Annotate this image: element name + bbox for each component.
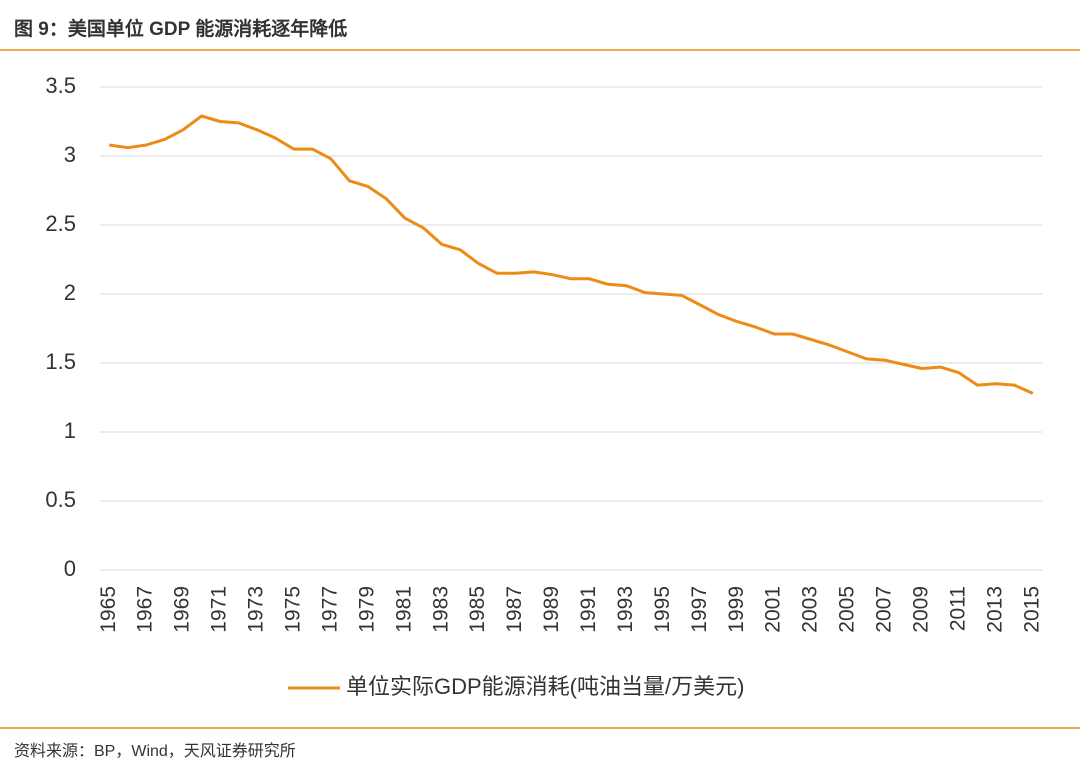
x-tick-label: 1981 [392, 586, 415, 633]
y-tick-label: 2 [64, 280, 76, 305]
x-tick-label: 1979 [355, 586, 378, 633]
x-tick-label: 1965 [97, 586, 120, 633]
x-tick-label: 2001 [762, 586, 785, 633]
x-tick-label: 2005 [836, 586, 859, 633]
x-tick-label: 1995 [651, 586, 674, 633]
x-tick-label: 2009 [909, 586, 932, 633]
x-tick-label: 2007 [873, 586, 896, 633]
source-note: 资料来源：BP，Wind，天风证券研究所 [14, 742, 296, 760]
x-tick-label: 1987 [503, 586, 526, 633]
y-tick-label: 1.5 [45, 349, 76, 374]
x-tick-label: 2015 [1020, 586, 1043, 633]
y-tick-label: 0 [64, 556, 76, 581]
y-tick-label: 1 [64, 418, 76, 443]
x-tick-label: 1971 [208, 586, 231, 633]
x-tick-label: 1993 [614, 586, 637, 633]
x-tick-label: 1975 [281, 586, 304, 633]
x-tick-label: 2003 [799, 586, 822, 633]
x-tick-label: 1989 [540, 586, 563, 633]
x-tick-label: 1973 [245, 586, 268, 633]
y-tick-label: 3 [64, 142, 76, 167]
y-tick-label: 2.5 [45, 211, 76, 236]
x-tick-label: 1997 [688, 586, 711, 633]
x-tick-label: 2011 [946, 586, 969, 631]
figure-title: 图 9：美国单位 GDP 能源消耗逐年降低 [14, 17, 347, 40]
x-tick-label: 1991 [577, 586, 600, 633]
x-tick-label: 1969 [171, 586, 194, 633]
legend-label: 单位实际GDP能源消耗(吨油当量/万美元) [346, 674, 744, 699]
x-tick-label: 1967 [134, 586, 157, 633]
x-tick-label: 2013 [983, 586, 1006, 633]
data-line [108, 114, 1034, 395]
y-tick-label: 3.5 [45, 73, 76, 98]
y-tick-label: 0.5 [45, 487, 76, 512]
x-tick-label: 1977 [318, 586, 341, 633]
x-tick-label: 1983 [429, 586, 452, 633]
x-tick-label: 1999 [725, 586, 748, 633]
x-tick-label: 1985 [466, 586, 489, 633]
